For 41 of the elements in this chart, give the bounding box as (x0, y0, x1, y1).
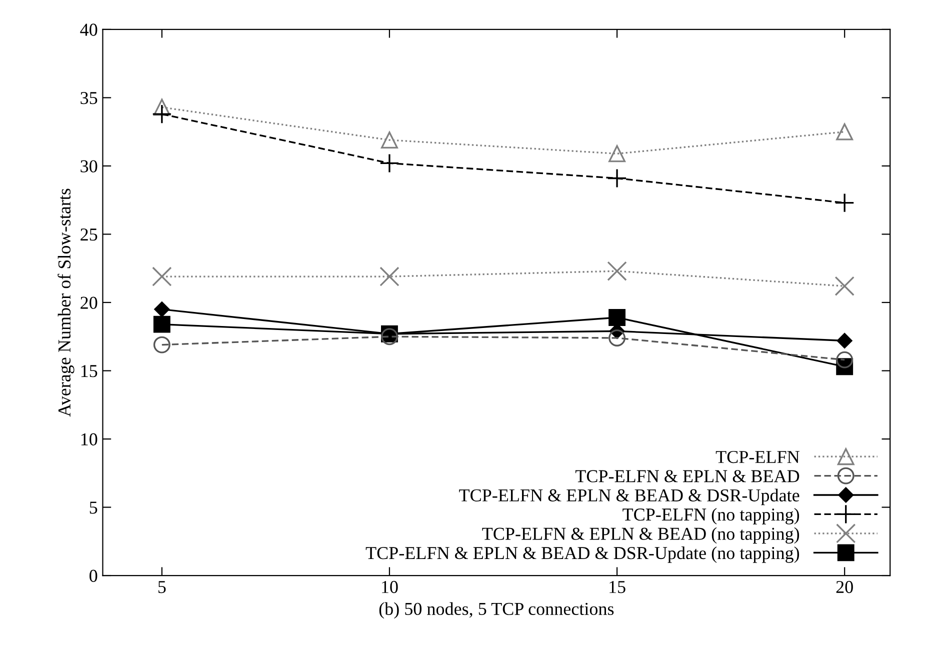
point (154, 302, 170, 318)
point (836, 351, 854, 368)
legend-label: TCP-ELFN (716, 450, 800, 464)
y-tick-label: 20 (80, 296, 98, 309)
y-tick-label: 15 (81, 365, 98, 378)
y-tick-label: 40 (80, 24, 98, 36)
y-tick-label: 35 (80, 92, 98, 104)
point (834, 276, 854, 296)
point (607, 168, 627, 188)
point (153, 336, 170, 354)
legend-label: TCP-ELFN & EPLN & BEAD (575, 470, 800, 482)
y-tick-label: 30 (80, 160, 98, 172)
legend-label: TCP-ELFN & EPLN & BEAD & DSR-Update (no tapping) (366, 546, 800, 563)
point (153, 316, 170, 333)
y-axis-title: Average Number of Slow-starts (58, 188, 74, 417)
x-tick-label: 10 (382, 580, 398, 594)
legend-label: TCP-ELFN & EPLN & BEAD & DSR-Update (459, 488, 800, 506)
point (380, 266, 400, 286)
x-tick-label: 20 (836, 580, 853, 594)
point (152, 266, 172, 286)
y-tick-label: 0 (90, 570, 98, 582)
legend-label: TCP-ELFN & EPLN & BEAD (no tapping) (482, 527, 800, 544)
point (153, 98, 170, 116)
legend-label: TCP-ELFN (no tapping) (622, 508, 800, 524)
point (834, 192, 854, 213)
point (608, 309, 626, 326)
point (380, 132, 398, 148)
point (608, 329, 626, 346)
point (152, 104, 172, 124)
point (607, 261, 627, 281)
y-tick-label: 25 (80, 228, 98, 241)
point (836, 332, 852, 348)
y-tick-label: 5 (90, 502, 98, 514)
x-axis-title: (b) 50 nodes, 5 TCP connections (379, 602, 614, 619)
point (836, 123, 854, 140)
y-tick-label: 10 (81, 433, 98, 446)
point (380, 153, 400, 174)
point (380, 328, 398, 346)
x-tick-label: 15 (610, 580, 626, 594)
x-tick-label: 5 (158, 581, 166, 594)
point (608, 145, 626, 162)
